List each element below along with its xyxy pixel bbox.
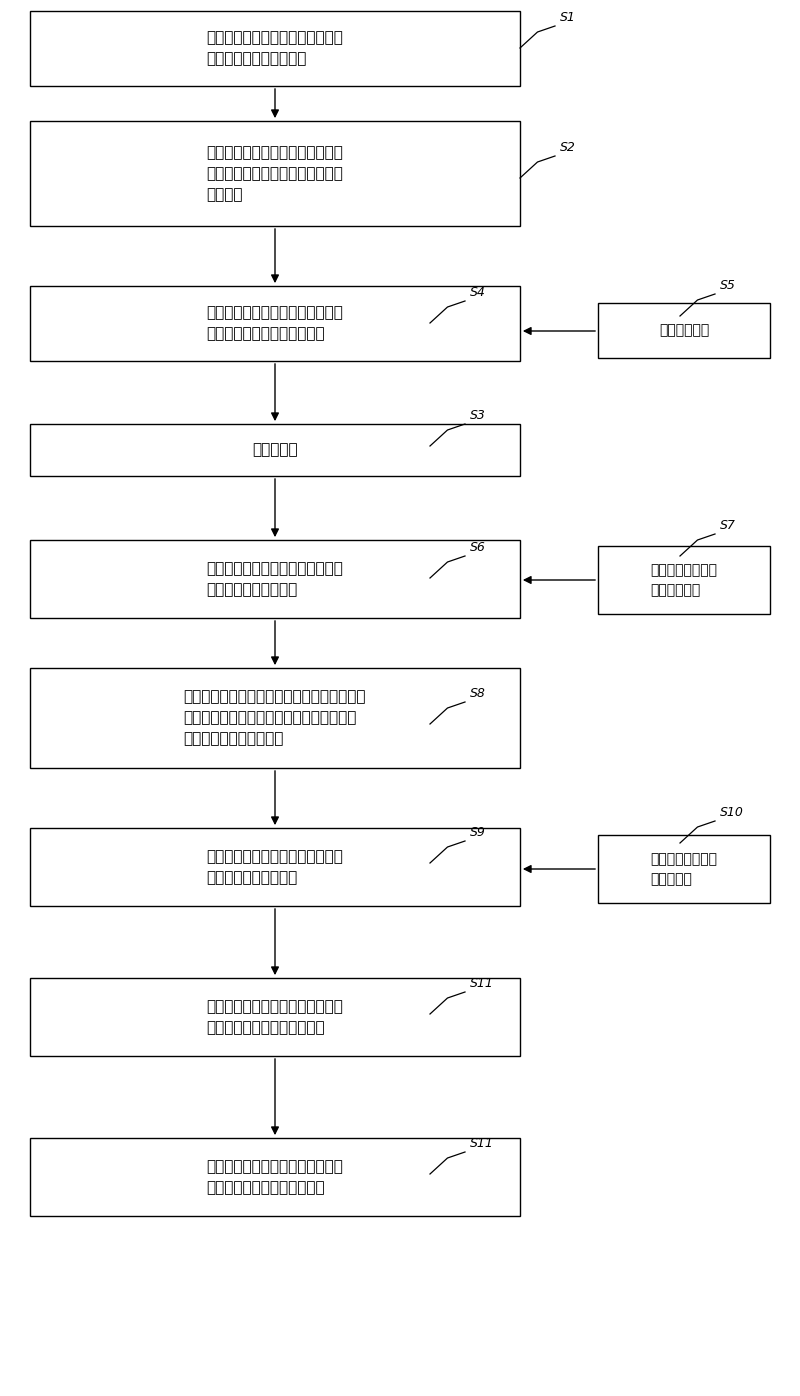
Text: 切筋模具对不合格
的料块切筋: 切筋模具对不合格 的料块切筋 xyxy=(650,852,718,885)
Text: 将切掉了不合格料块的料条由料条
下料装置收集到堆栈式料箱中: 将切掉了不合格料块的料条由料条 下料装置收集到堆栈式料箱中 xyxy=(206,1159,343,1195)
Text: S10: S10 xyxy=(720,805,744,819)
Text: S3: S3 xyxy=(470,409,486,422)
Text: S11: S11 xyxy=(470,977,494,990)
Text: 料条由上料推料装置的推送头推送
到料条传送与检测组合: 料条由上料推料装置的推送头推送 到料条传送与检测组合 xyxy=(206,561,343,597)
Text: 对于在料块上做有不合格标记的料条，其上的
不合格料块位置信息将被第二检测装置扫描
并传给分选切筋模具装置: 对于在料块上做有不合格标记的料条，其上的 不合格料块位置信息将被第二检测装置扫描… xyxy=(184,690,366,747)
Text: 将切掉了不合格料块的料条由料条
下料装置收集到堆栈式料箱中: 将切掉了不合格料块的料条由料条 下料装置收集到堆栈式料箱中 xyxy=(206,1000,343,1034)
Bar xyxy=(30,979,520,1055)
Text: 再由堆栈式料箱料条提升装置上的
料条提升板托住料箱中的料条整体
步进上升: 再由堆栈式料箱料条提升装置上的 料条提升板托住料箱中的料条整体 步进上升 xyxy=(206,145,343,202)
Text: 将装有料条的堆栈式料箱放到上料
位置的料箱底部定位框处: 将装有料条的堆栈式料箱放到上料 位置的料箱底部定位框处 xyxy=(206,31,343,67)
Bar xyxy=(30,540,520,618)
Text: 上料导轨开合: 上料导轨开合 xyxy=(659,324,709,338)
Bar xyxy=(30,11,520,87)
Text: S7: S7 xyxy=(720,519,736,532)
Bar xyxy=(30,286,520,362)
Text: S1: S1 xyxy=(560,11,576,24)
Bar xyxy=(30,121,520,226)
Text: 方向不合格的料条
将在此被剔除: 方向不合格的料条 将在此被剔除 xyxy=(650,563,718,596)
Bar xyxy=(598,303,770,357)
Text: S2: S2 xyxy=(560,141,576,154)
Bar xyxy=(30,424,520,476)
Bar xyxy=(30,828,520,906)
Bar xyxy=(30,1138,520,1216)
Bar xyxy=(598,546,770,614)
Text: S11: S11 xyxy=(470,1136,494,1150)
Text: 抓放料装置将料箱上面的料条逐块
地抓取，放到上料开合导轨上: 抓放料装置将料箱上面的料条逐块 地抓取，放到上料开合导轨上 xyxy=(206,306,343,342)
Text: S4: S4 xyxy=(470,286,486,299)
Text: S8: S8 xyxy=(470,687,486,699)
Text: 第一次检测: 第一次检测 xyxy=(252,443,298,458)
Text: S6: S6 xyxy=(470,542,486,554)
Text: S5: S5 xyxy=(720,279,736,292)
Bar xyxy=(30,669,520,768)
Bar xyxy=(598,835,770,903)
Text: 再由切筋料条步进移送机构将其移
送到分选切筋模具装置: 再由切筋料条步进移送机构将其移 送到分选切筋模具装置 xyxy=(206,849,343,885)
Text: S9: S9 xyxy=(470,826,486,839)
